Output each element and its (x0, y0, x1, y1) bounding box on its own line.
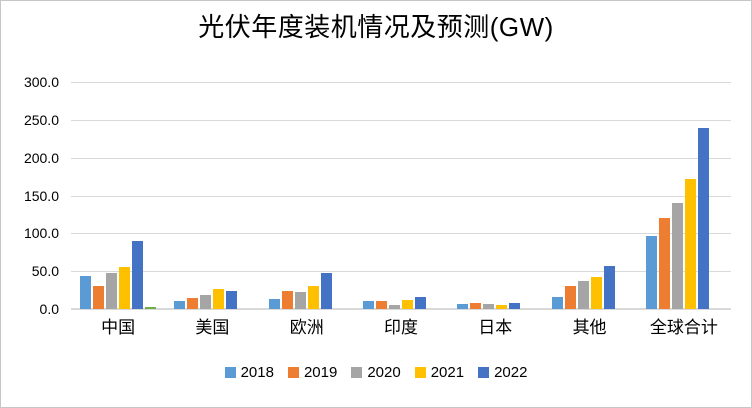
gridline (71, 157, 731, 159)
bar-2022-c6 (697, 128, 709, 309)
bar-2021-c3 (402, 299, 413, 309)
x-axis-category-label: 中国 (101, 318, 136, 337)
bar-2021-c1 (213, 288, 225, 309)
bar-2022-c0 (132, 240, 144, 309)
gridline (71, 119, 731, 121)
bar-2022-c1 (226, 290, 238, 309)
legend-swatch-icon (478, 366, 490, 378)
y-axis-tick-label: 150.0 (23, 187, 59, 204)
gridline (71, 82, 731, 83)
bar-2022-c4 (509, 303, 521, 309)
x-axis-line (71, 308, 731, 310)
bar-2020-c2 (294, 292, 306, 309)
gridline (71, 271, 731, 273)
plot-area (71, 82, 731, 310)
legend: 2018 2019 2020 2021 2022 (1, 363, 751, 381)
bar-2021-c6 (684, 178, 696, 309)
legend-swatch-icon (351, 366, 363, 378)
legend-label: 2018 (240, 363, 274, 381)
x-axis-category-label: 美国 (195, 318, 230, 337)
legend-swatch-icon (224, 366, 236, 378)
bar-2019-c4 (470, 303, 482, 309)
chart-title: 光伏年度装机情况及预测(GW) (198, 12, 554, 42)
legend-item-2022: 2022 (478, 364, 527, 381)
x-axis-category-label: 其他 (572, 318, 607, 337)
bar-2021-c4 (496, 304, 508, 309)
y-axis-tick-label: 100.0 (23, 225, 59, 242)
bar-2019-c3 (376, 301, 387, 309)
legend-swatch-icon (287, 366, 299, 378)
bar-2019-c6 (658, 218, 670, 309)
bar-2021-c5 (590, 277, 602, 309)
bar-2018-c5 (551, 296, 563, 309)
bar-2019-c2 (281, 290, 293, 309)
bar-2019-c5 (564, 285, 576, 309)
bar-2020-c4 (483, 303, 495, 309)
legend-label: 2022 (494, 363, 528, 381)
bar-2022-c5 (603, 265, 615, 309)
bar-2020-c3 (389, 304, 400, 309)
bar-2021-c2 (307, 286, 319, 309)
gridline (71, 195, 731, 197)
bar-2020-c5 (577, 281, 589, 309)
bar-2020-c1 (200, 294, 212, 309)
legend-label: 2021 (430, 363, 465, 381)
legend-item-2019: 2019 (287, 363, 338, 381)
y-axis-tick-label: 0.0 (39, 301, 59, 317)
bar-2022-c2 (320, 273, 332, 309)
x-axis-category-label: 欧洲 (289, 318, 324, 337)
bar-2018-c4 (457, 304, 469, 309)
legend-label: 2019 (303, 363, 338, 381)
y-axis-tick-label: 200.0 (23, 149, 59, 166)
legend-swatch-icon (414, 366, 426, 378)
bar-2018-c0 (80, 275, 92, 309)
x-axis-category-label: 印度 (383, 318, 418, 337)
bar-2018-c1 (174, 300, 186, 309)
legend-item-2020: 2020 (351, 363, 401, 381)
x-axis-category-label: 全球合计 (649, 318, 718, 337)
bar-2018-c2 (268, 299, 280, 309)
y-axis-tick-label: 50.0 (31, 263, 59, 280)
bar-2021-c0 (119, 267, 131, 309)
bar-2022-c3 (415, 296, 426, 309)
bar-extra-green-c0 (145, 306, 157, 309)
bar-2018-c6 (645, 235, 657, 309)
bar-2020-c0 (106, 272, 118, 309)
bar-2019-c0 (93, 286, 105, 309)
x-axis-category-label: 日本 (478, 318, 513, 337)
y-axis-tick-label: 250.0 (23, 111, 59, 128)
y-axis-tick-label: 300.0 (23, 74, 59, 90)
legend-label: 2020 (367, 363, 401, 381)
legend-item-2018: 2018 (224, 363, 274, 381)
bar-2019-c1 (187, 298, 199, 309)
bar-2020-c6 (671, 203, 683, 309)
gridline (71, 233, 731, 235)
bar-2018-c3 (363, 301, 374, 309)
legend-item-2021: 2021 (414, 363, 465, 381)
